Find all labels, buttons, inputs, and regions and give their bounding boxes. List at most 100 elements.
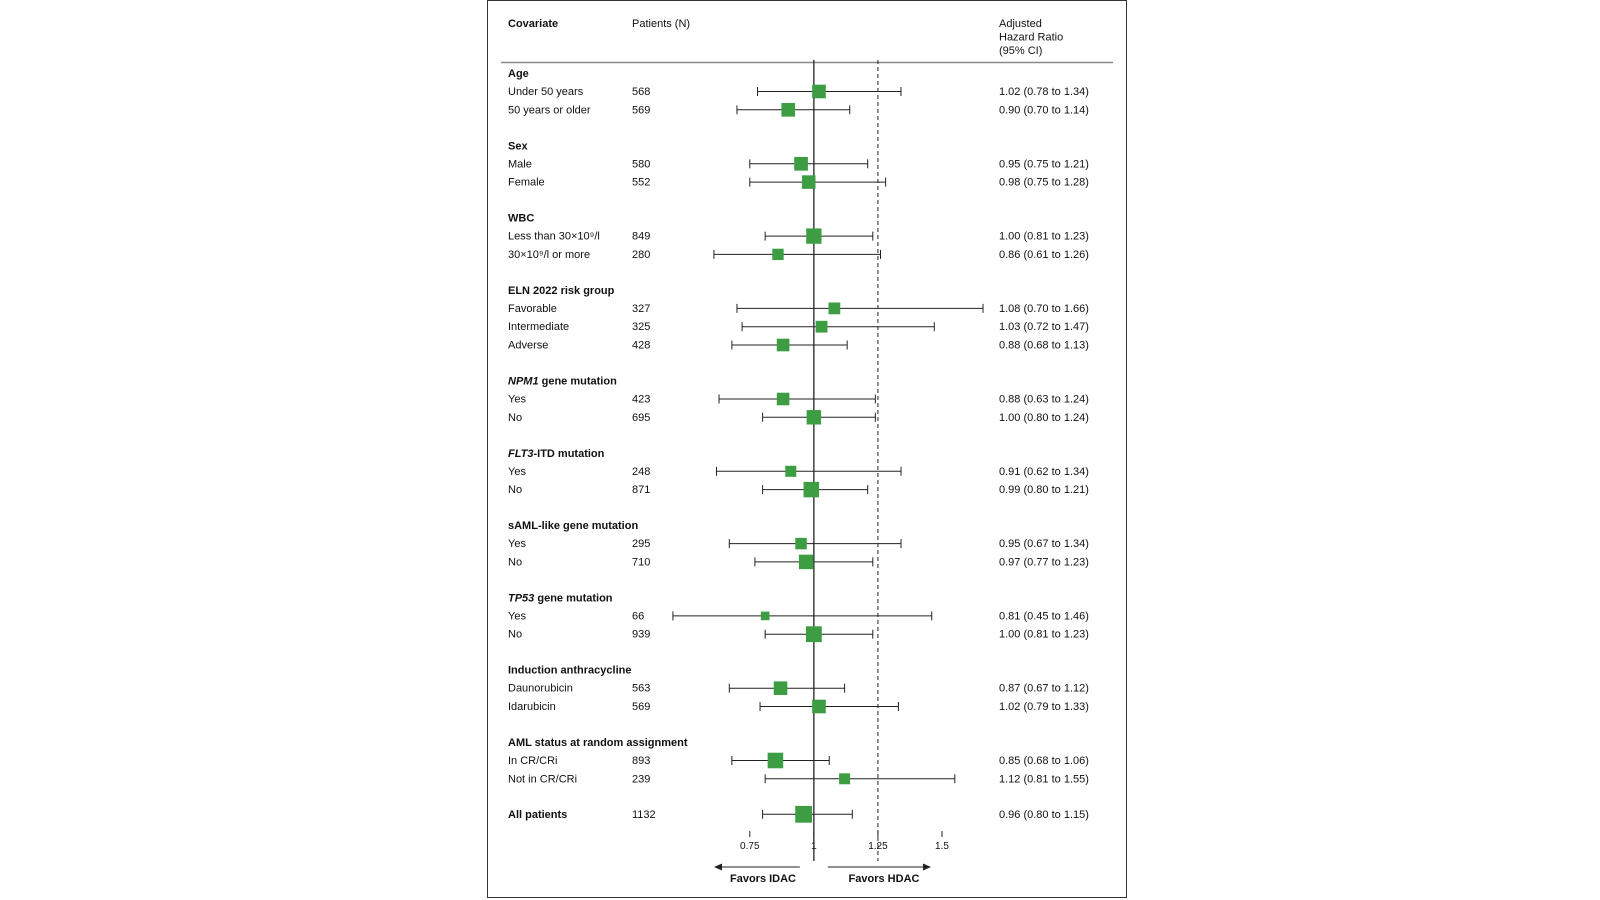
row-hazard-ratio: 0.97 (0.77 to 1.23) — [999, 556, 1089, 568]
row-point-estimate — [815, 320, 828, 333]
row-hazard-ratio: 0.88 (0.63 to 1.24) — [999, 394, 1089, 406]
axis-tick-label: 1.5 — [935, 841, 949, 852]
row-point-estimate — [828, 302, 841, 315]
row-patients: 710 — [632, 556, 650, 568]
group-title: NPM1 gene mutation — [508, 376, 617, 388]
row-patients: 849 — [632, 231, 650, 243]
row-point-estimate — [812, 84, 826, 99]
row-hazard-ratio: 1.00 (0.81 to 1.23) — [999, 231, 1089, 243]
axis-tick-label: 0.75 — [740, 841, 760, 852]
row-point-estimate — [776, 338, 790, 352]
row-patients: 325 — [632, 321, 650, 333]
row-hazard-ratio: 1.00 (0.81 to 1.23) — [999, 629, 1089, 641]
group-title: Induction anthracycline — [508, 665, 631, 677]
row-patients: 568 — [632, 86, 650, 98]
group-title: sAML-like gene mutation — [508, 520, 638, 532]
row-patients: 939 — [632, 629, 650, 641]
row-hazard-ratio: 1.00 (0.80 to 1.24) — [999, 412, 1089, 424]
group-title: TP53 gene mutation — [508, 592, 613, 604]
row-label: In CR/CRi — [508, 755, 558, 767]
row-hazard-ratio: 1.12 (0.81 to 1.55) — [999, 773, 1089, 785]
group-title: AML status at random assignment — [508, 737, 688, 749]
row-patients: 695 — [632, 412, 650, 424]
forest-plot-figure: Covariate Patients (N) Adjusted Hazard Rati… — [487, 0, 1127, 898]
row-label: Adverse — [508, 340, 548, 352]
overall-label: All patients — [508, 809, 567, 821]
favors-hdac-arrowhead — [923, 863, 931, 871]
row-patients: 563 — [632, 683, 650, 695]
header-hazard-ratio-line: (95% CI) — [999, 45, 1042, 57]
row-label: Female — [508, 177, 545, 189]
group-title: Sex — [508, 140, 528, 152]
row-patients: 239 — [632, 773, 650, 785]
row-label: 50 years or older — [508, 104, 591, 116]
header-hazard-ratio-line: Hazard Ratio — [999, 32, 1063, 44]
favors-hdac-label: Favors HDAC — [849, 873, 920, 885]
row-patients: 423 — [632, 394, 650, 406]
row-label: Less than 30×10⁹/l — [508, 231, 600, 243]
row-point-estimate — [812, 699, 826, 714]
row-hazard-ratio: 0.86 (0.61 to 1.26) — [999, 249, 1089, 261]
row-hazard-ratio: 0.95 (0.67 to 1.34) — [999, 538, 1089, 550]
row-patients: 428 — [632, 340, 650, 352]
row-hazard-ratio: 0.95 (0.75 to 1.21) — [999, 158, 1089, 170]
group-title: FLT3-ITD mutation — [508, 448, 605, 460]
axis-tick-label: 1 — [811, 841, 817, 852]
row-point-estimate — [795, 537, 807, 550]
row-hazard-ratio: 1.02 (0.79 to 1.33) — [999, 701, 1089, 713]
row-label: Yes — [508, 610, 526, 622]
row-patients: 569 — [632, 701, 650, 713]
row-hazard-ratio: 0.81 (0.45 to 1.46) — [999, 610, 1089, 622]
row-point-estimate — [839, 773, 851, 785]
header-covariate: Covariate — [508, 18, 558, 30]
row-patients: 280 — [632, 249, 650, 261]
row-point-estimate — [805, 626, 822, 643]
row-point-estimate — [773, 681, 788, 695]
row-hazard-ratio: 0.90 (0.70 to 1.14) — [999, 104, 1089, 116]
row-label: Intermediate — [508, 321, 569, 333]
row-hazard-ratio: 0.87 (0.67 to 1.12) — [999, 683, 1089, 695]
axis-tick-label: 1.25 — [868, 841, 888, 852]
row-hazard-ratio: 1.03 (0.72 to 1.47) — [999, 321, 1089, 333]
row-label: Yes — [508, 538, 526, 550]
row-point-estimate — [772, 248, 784, 261]
row-label: Male — [508, 158, 532, 170]
row-hazard-ratio: 0.88 (0.68 to 1.13) — [999, 340, 1089, 352]
row-patients: 871 — [632, 484, 650, 496]
row-patients: 248 — [632, 466, 650, 478]
row-hazard-ratio: 0.98 (0.75 to 1.28) — [999, 177, 1089, 189]
row-label: 30×10⁹/l or more — [508, 249, 590, 261]
favors-idac-arrowhead — [714, 863, 722, 871]
overall-patients: 1132 — [632, 809, 656, 821]
row-label: Idarubicin — [508, 701, 556, 713]
row-point-estimate — [798, 554, 814, 570]
group-title: ELN 2022 risk group — [508, 285, 615, 297]
row-label: Daunorubicin — [508, 683, 573, 695]
row-label: No — [508, 412, 522, 424]
row-label: No — [508, 629, 522, 641]
row-point-estimate — [781, 102, 796, 117]
row-point-estimate — [803, 481, 820, 498]
row-point-estimate — [806, 410, 822, 425]
row-label: Under 50 years — [508, 86, 584, 98]
header-patients: Patients (N) — [632, 18, 690, 30]
favors-idac-label: Favors IDAC — [730, 873, 796, 885]
row-label: Yes — [508, 466, 526, 478]
row-patients: 327 — [632, 303, 650, 315]
overall-point-estimate — [795, 805, 812, 823]
row-patients: 295 — [632, 538, 650, 550]
row-patients: 893 — [632, 755, 650, 767]
row-label: No — [508, 484, 522, 496]
row-point-estimate — [776, 392, 790, 406]
row-point-estimate — [785, 465, 797, 477]
row-hazard-ratio: 0.99 (0.80 to 1.21) — [999, 484, 1089, 496]
row-point-estimate — [794, 156, 808, 171]
row-hazard-ratio: 1.08 (0.70 to 1.66) — [999, 303, 1089, 315]
header-hazard-ratio-line: Adjusted — [999, 18, 1042, 30]
forest-plot: Covariate Patients (N) Adjusted Hazard Rati… — [501, 18, 1113, 885]
overall-hazard-ratio: 0.96 (0.80 to 1.15) — [999, 809, 1089, 821]
group-title: WBC — [508, 213, 534, 225]
row-label: Not in CR/CRi — [508, 773, 577, 785]
row-point-estimate — [760, 611, 770, 621]
row-point-estimate — [806, 228, 822, 244]
